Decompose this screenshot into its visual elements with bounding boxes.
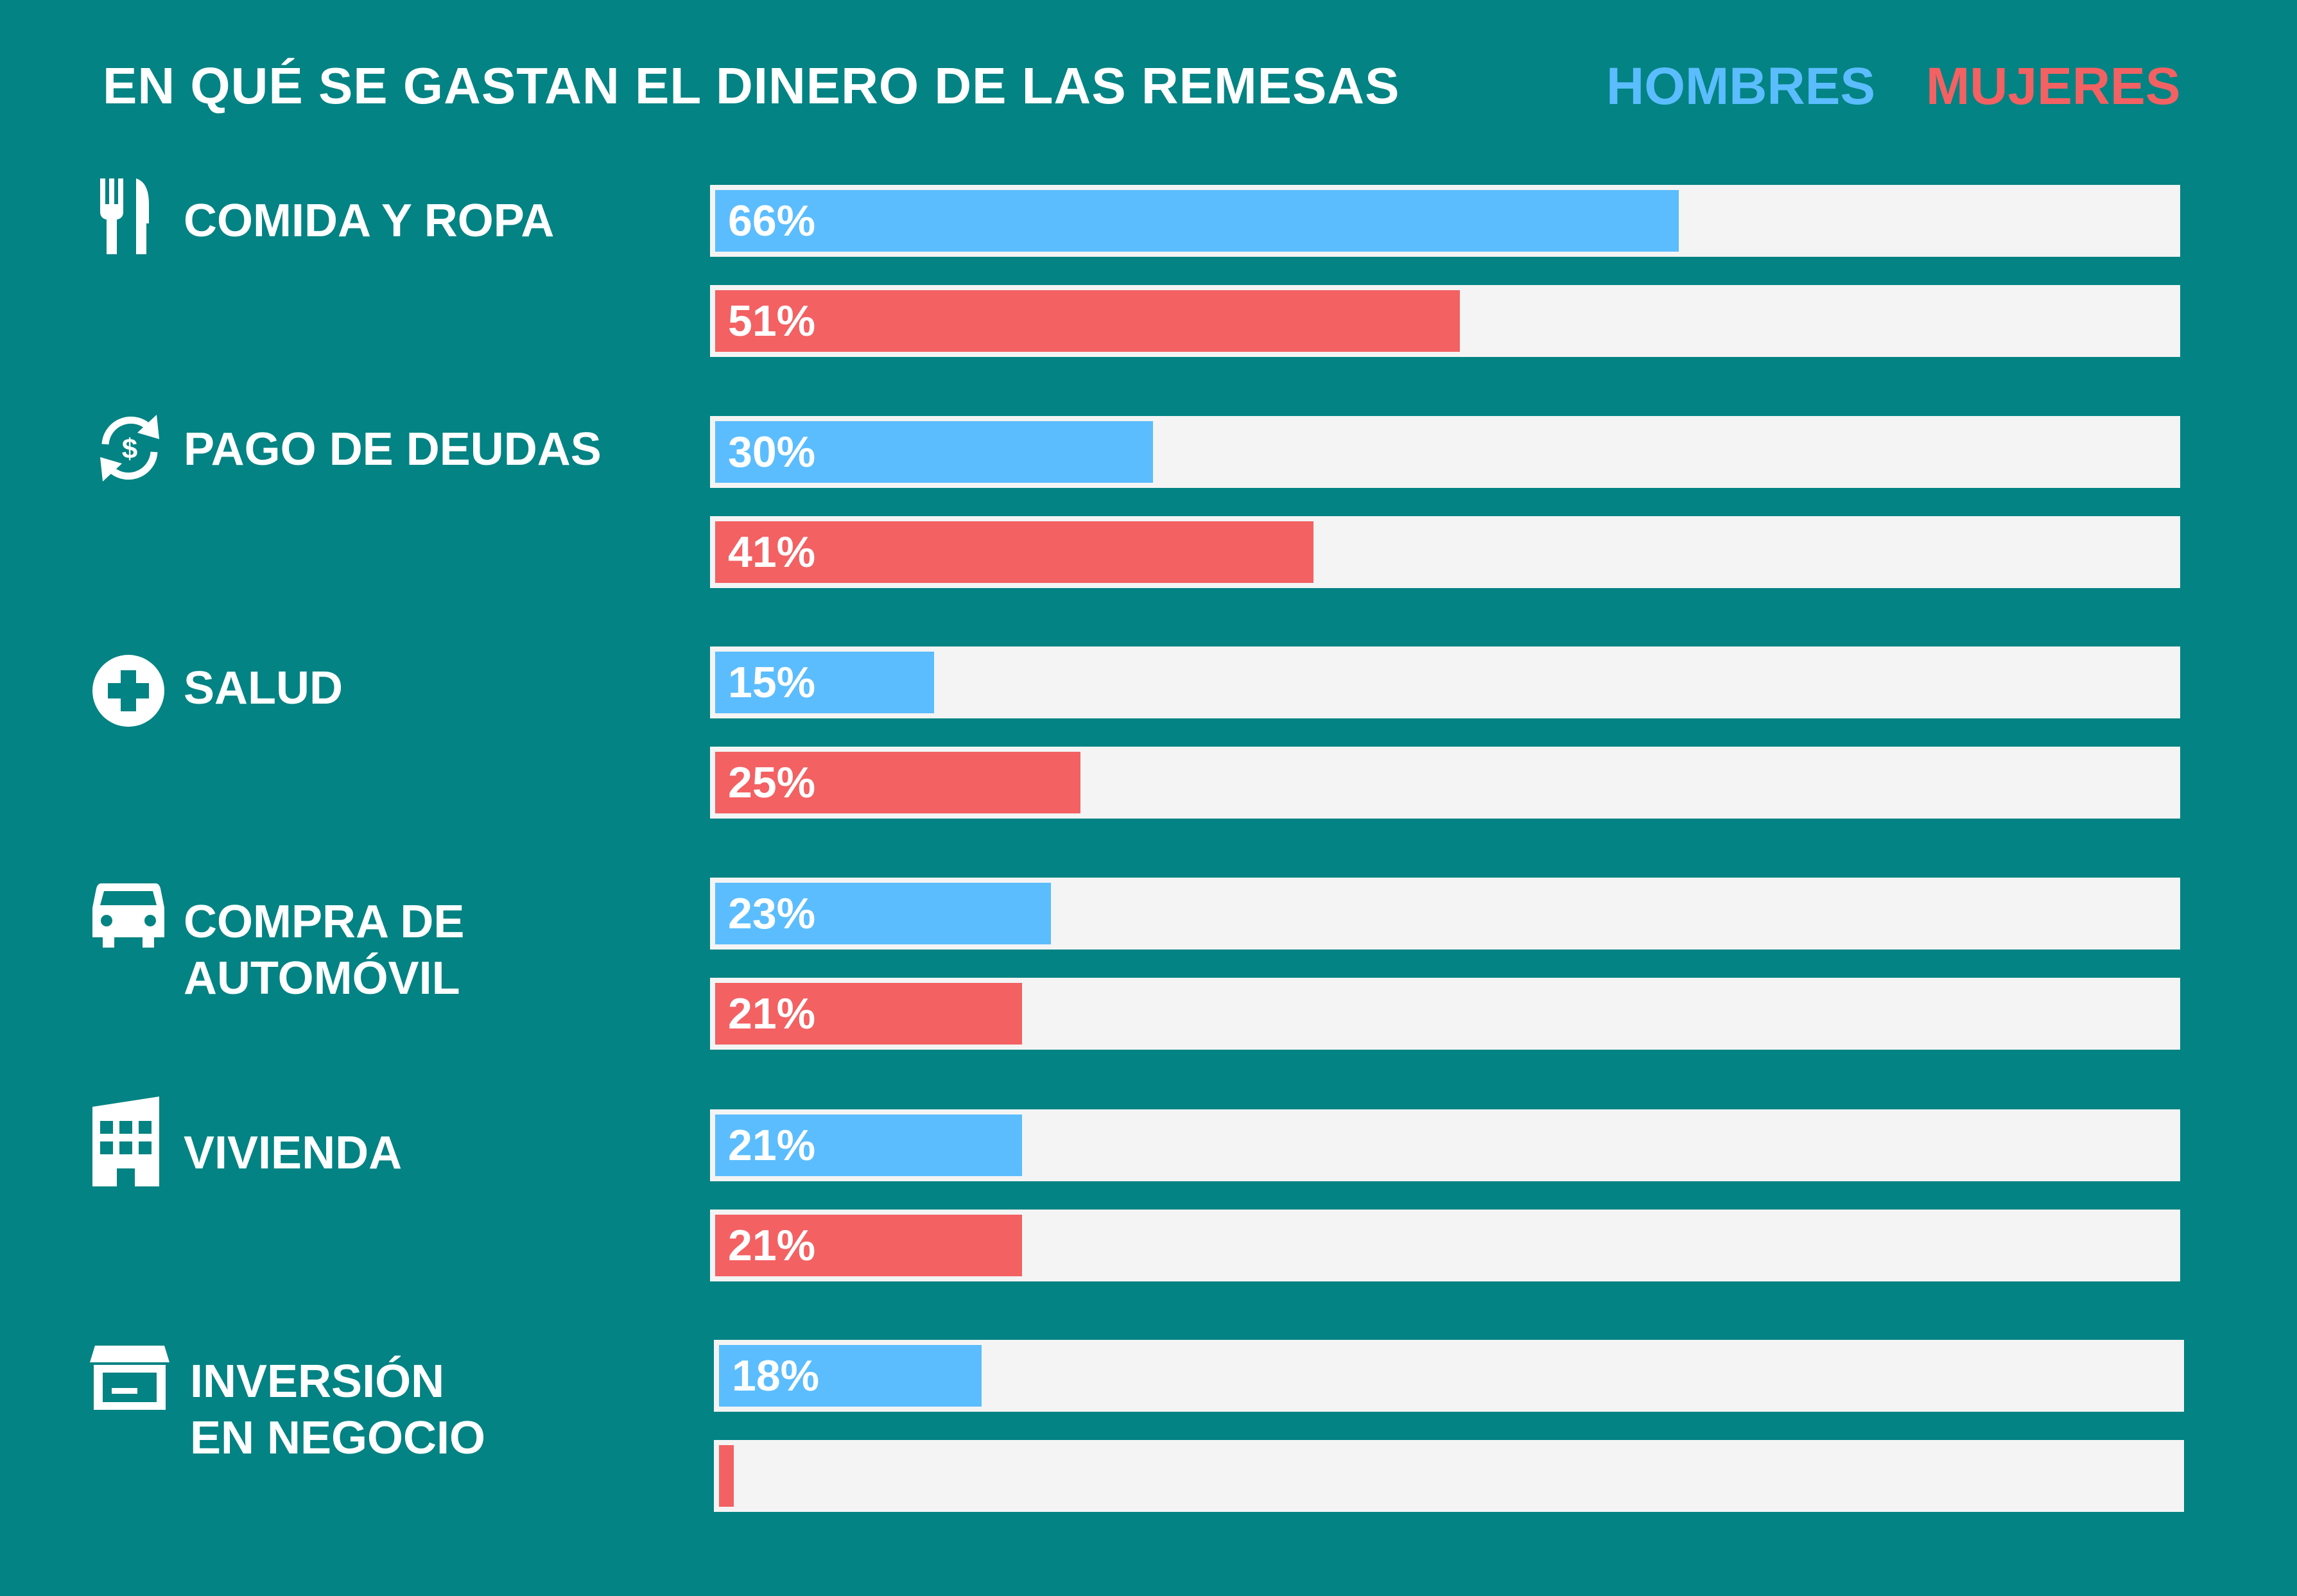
bar-hombres — [715, 883, 1052, 944]
category-label: PAGO DE DEUDAS — [184, 424, 602, 475]
medical-cross-icon — [92, 655, 164, 727]
data-label: 18% — [732, 1351, 820, 1400]
data-label: 66% — [728, 196, 816, 245]
bar-hombres — [715, 1115, 1022, 1176]
legend-item-hombres: HOMBRES — [1606, 57, 1876, 116]
bar-track: 25% — [710, 747, 2180, 819]
data-label: 21% — [728, 1221, 816, 1270]
bar-track: 18% — [714, 1340, 2184, 1412]
storefront-icon — [90, 1346, 169, 1410]
chart-title: EN QUÉ SE GASTAN EL DINERO DE LAS REMESA… — [103, 57, 1400, 114]
category-label: INVERSIÓN EN NEGOCIO — [190, 1356, 486, 1464]
data-label: 25% — [728, 758, 816, 807]
svg-text:$: $ — [122, 433, 137, 465]
legend-item-mujeres: MUJERES — [1926, 57, 2181, 116]
fork-knife-icon — [92, 178, 157, 256]
category-label: VIVIENDA — [184, 1127, 403, 1179]
building-icon — [92, 1097, 159, 1186]
bar-track — [714, 1440, 2184, 1512]
car-icon — [92, 883, 164, 948]
data-label: 51% — [728, 297, 816, 345]
category-label: SALUD — [184, 663, 343, 714]
dollar-cycle-icon: $ — [92, 411, 167, 485]
bar-track: 66% — [710, 185, 2180, 257]
bar-track: 21% — [710, 1109, 2180, 1181]
category-label: COMPRA DE AUTOMÓVIL — [184, 896, 465, 1004]
data-label: 21% — [728, 989, 816, 1038]
bar-track: 51% — [710, 285, 2180, 357]
bar-mujeres — [715, 521, 1314, 583]
data-label: 30% — [728, 428, 816, 476]
bar-track: 41% — [710, 516, 2180, 588]
bar-mujeres — [715, 290, 1460, 352]
data-label: 15% — [728, 658, 816, 707]
bar-mujeres — [715, 752, 1080, 813]
data-label: 21% — [728, 1121, 816, 1170]
bar-mujeres — [715, 983, 1022, 1045]
data-label: 41% — [728, 528, 816, 577]
bar-track: 30% — [710, 416, 2180, 488]
bar-track: 21% — [710, 1210, 2180, 1281]
bar-track: 21% — [710, 978, 2180, 1050]
bar-mujeres — [715, 1215, 1022, 1276]
bar-track: 15% — [710, 646, 2180, 718]
bar-hombres — [715, 421, 1154, 483]
bar-hombres — [715, 652, 935, 713]
bar-mujeres — [719, 1445, 734, 1507]
bar-hombres — [719, 1345, 982, 1407]
data-label: 23% — [728, 889, 816, 938]
category-label: COMIDA Y ROPA — [184, 195, 555, 247]
bar-track: 23% — [710, 878, 2180, 950]
bar-hombres — [715, 190, 1679, 252]
